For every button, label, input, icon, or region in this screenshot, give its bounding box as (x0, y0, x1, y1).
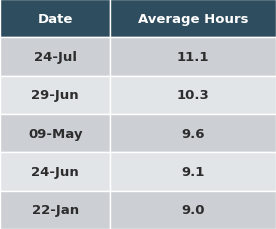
Text: 22-Jan: 22-Jan (32, 203, 79, 216)
Text: Date: Date (38, 13, 73, 26)
Bar (0, 191, 110, 229)
Text: 24-Jul: 24-Jul (34, 51, 77, 64)
Bar (0, 76, 110, 114)
Bar (0, 38, 110, 76)
Bar (0, 114, 110, 153)
Text: 9.6: 9.6 (181, 127, 205, 140)
Text: 09-May: 09-May (28, 127, 83, 140)
Text: 10.3: 10.3 (177, 89, 209, 102)
Bar (0, 0, 110, 38)
Text: 24-Jun: 24-Jun (31, 165, 79, 178)
Text: Average Hours: Average Hours (138, 13, 248, 26)
Text: 11.1: 11.1 (177, 51, 209, 64)
Text: 9.0: 9.0 (181, 203, 205, 216)
Bar (110, 191, 276, 229)
Bar (110, 0, 276, 38)
Text: 9.1: 9.1 (182, 165, 205, 178)
Bar (110, 114, 276, 153)
Text: 29-Jun: 29-Jun (31, 89, 79, 102)
Bar (110, 38, 276, 76)
Bar (110, 76, 276, 114)
Bar (110, 153, 276, 191)
Bar (0, 153, 110, 191)
